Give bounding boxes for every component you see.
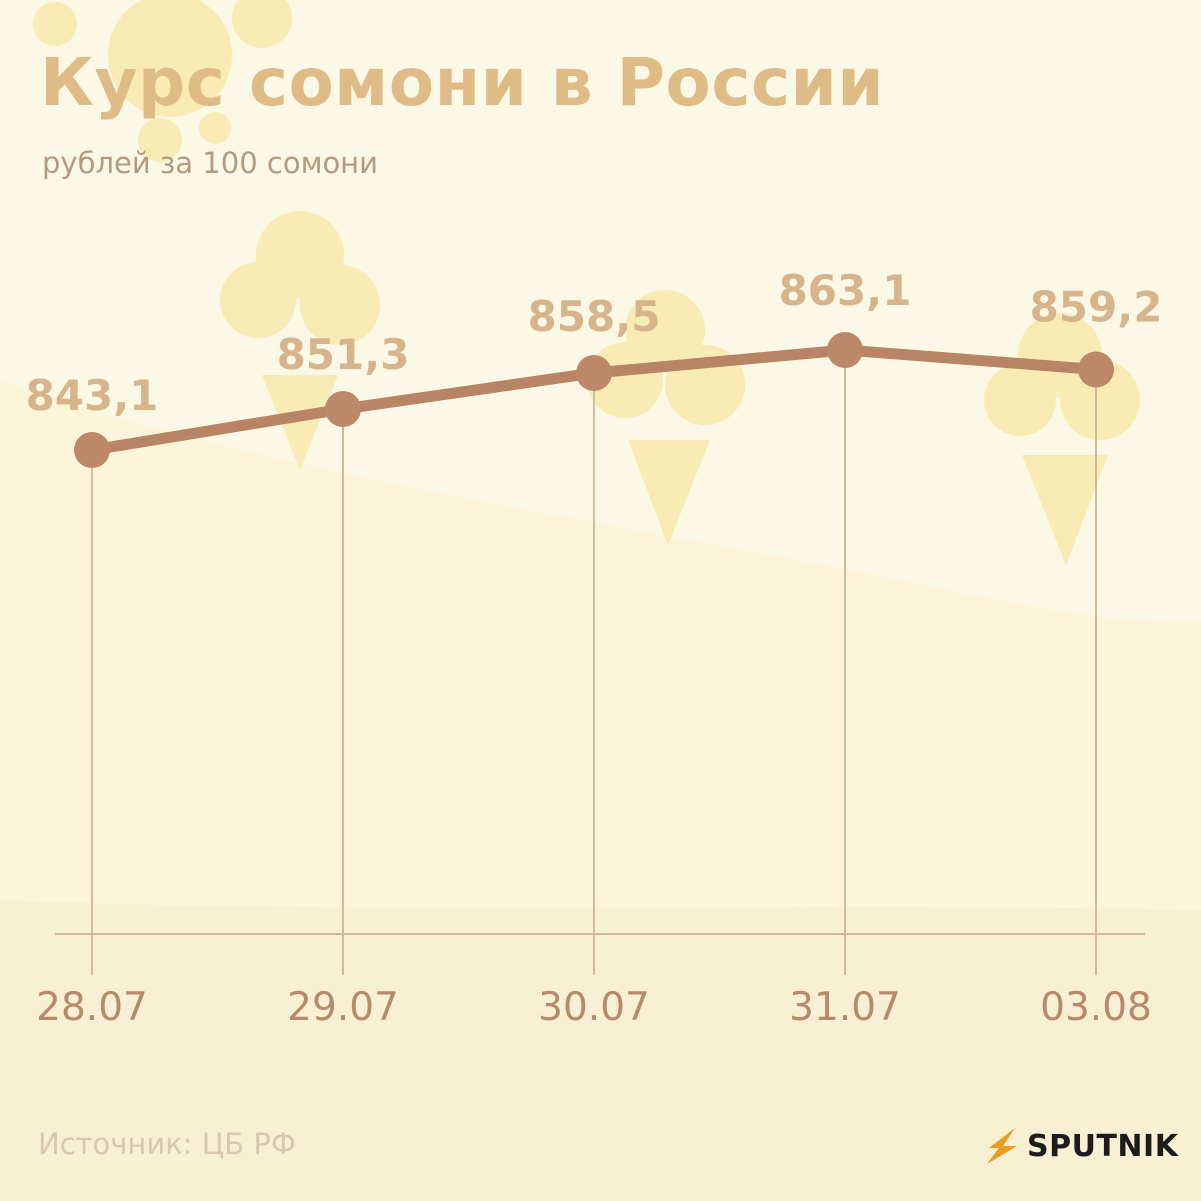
data-point (827, 332, 863, 368)
data-point (74, 432, 110, 468)
chart-subtitle: рублей за 100 сомони (42, 146, 378, 180)
data-label: 843,1 (26, 371, 159, 420)
background-band-lower (0, 900, 1201, 1201)
sun-icon (33, 0, 292, 162)
data-label: 858,5 (528, 292, 661, 341)
source-note: Источник: ЦБ РФ (38, 1127, 296, 1161)
data-point (576, 355, 612, 391)
ice-cream-icon (984, 313, 1140, 565)
ice-cream-icon (220, 211, 380, 470)
data-point (325, 391, 361, 427)
data-label: 851,3 (277, 330, 410, 379)
page-title: Курс сомони в России (40, 44, 885, 121)
x-tick-label: 30.07 (538, 985, 650, 1030)
x-tick-label: 29.07 (287, 985, 399, 1030)
brand-name: SPUTNIK (1027, 1128, 1179, 1164)
brand-logo: SPUTNIK (985, 1126, 1178, 1166)
data-label: 863,1 (779, 266, 912, 315)
x-tick-label: 03.08 (1040, 985, 1152, 1030)
sputnik-logo-icon (987, 1128, 1017, 1164)
data-label: 859,2 (1030, 283, 1163, 332)
x-tick-label: 28.07 (36, 985, 148, 1030)
data-point (1078, 351, 1114, 388)
x-tick-label: 31.07 (789, 985, 901, 1030)
